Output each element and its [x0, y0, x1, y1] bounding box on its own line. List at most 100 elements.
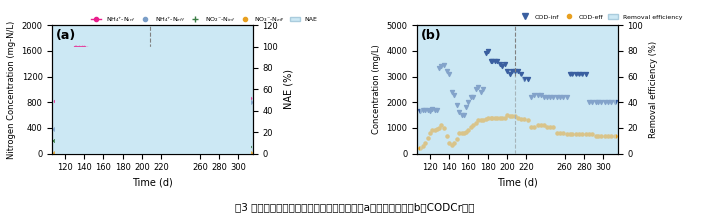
Point [605, 134, 617, 137]
Point [167, 151, 179, 155]
Point [221, 151, 233, 155]
Point [139, 103, 150, 107]
Point [141, 140, 152, 144]
Point [221, 101, 233, 104]
Point [179, 151, 191, 155]
Point [461, 130, 472, 133]
Point [189, 143, 201, 147]
Point [93, 141, 104, 144]
Point [192, 151, 203, 155]
Point [525, 95, 537, 99]
Point [71, 125, 82, 129]
Point [157, 96, 169, 100]
Point [163, 151, 174, 155]
Point [177, 151, 188, 155]
Point [103, 151, 114, 155]
Point [485, 59, 496, 63]
Point [98, 151, 109, 155]
Point [211, 145, 223, 149]
Point [167, 143, 179, 147]
Point [424, 131, 435, 135]
Point [103, 140, 114, 143]
Point [64, 139, 75, 142]
Point [170, 143, 182, 147]
Point [122, 107, 133, 110]
Point [160, 96, 172, 100]
Point [163, 143, 174, 147]
Point [103, 94, 114, 98]
Point [448, 93, 459, 96]
Point [106, 96, 117, 100]
Point [57, 128, 69, 131]
Point [83, 151, 94, 155]
Point [179, 96, 191, 100]
Point [487, 116, 498, 119]
Point [225, 101, 236, 104]
Point [179, 143, 191, 147]
Y-axis label: NAE (%): NAE (%) [284, 69, 294, 109]
Point [154, 143, 165, 147]
Point [593, 134, 604, 137]
Point [79, 141, 90, 144]
Point [466, 125, 477, 128]
Point [535, 93, 547, 96]
Point [228, 145, 239, 149]
Point [470, 121, 481, 125]
Legend: COD-inf, COD-eff, Removal efficiency: COD-inf, COD-eff, Removal efficiency [518, 12, 685, 22]
Point [69, 142, 80, 146]
Point [506, 70, 518, 73]
Point [605, 101, 617, 104]
Point [55, 151, 66, 155]
Point [518, 77, 530, 81]
Point [107, 98, 118, 101]
Point [183, 151, 194, 155]
Point [144, 151, 155, 155]
Point [88, 141, 99, 144]
Point [83, 108, 94, 112]
Point [79, 151, 90, 155]
Point [494, 116, 506, 119]
Point [466, 95, 477, 99]
Point [513, 70, 524, 73]
Point [584, 132, 595, 136]
Point [216, 145, 227, 149]
Point [206, 103, 217, 107]
Point [422, 136, 433, 140]
Point [148, 143, 160, 147]
Point [127, 139, 138, 142]
Point [225, 145, 236, 149]
Point [240, 145, 252, 149]
Point [542, 125, 553, 128]
Point [513, 116, 524, 119]
Point [136, 99, 147, 103]
Point [173, 143, 184, 147]
Point [228, 151, 239, 155]
Point [418, 108, 429, 112]
Point [50, 151, 61, 155]
Point [429, 129, 440, 132]
Point [470, 88, 481, 91]
Point [52, 128, 64, 131]
Point [566, 72, 578, 76]
Point [557, 95, 569, 99]
Point [547, 95, 559, 99]
Point [69, 127, 80, 131]
Point [154, 94, 165, 98]
Point [163, 96, 174, 100]
Point [167, 94, 179, 98]
Point [491, 116, 503, 119]
Point [472, 119, 484, 122]
Point [525, 125, 537, 128]
Point [196, 151, 208, 155]
Point [218, 151, 230, 155]
Point [98, 101, 109, 104]
Point [448, 141, 459, 145]
Point [494, 62, 506, 65]
Point [535, 123, 547, 127]
Point [538, 123, 549, 127]
Point [55, 128, 66, 131]
X-axis label: Time (d): Time (d) [497, 178, 538, 188]
Point [552, 95, 563, 99]
Point [135, 107, 146, 110]
Point [154, 151, 165, 155]
